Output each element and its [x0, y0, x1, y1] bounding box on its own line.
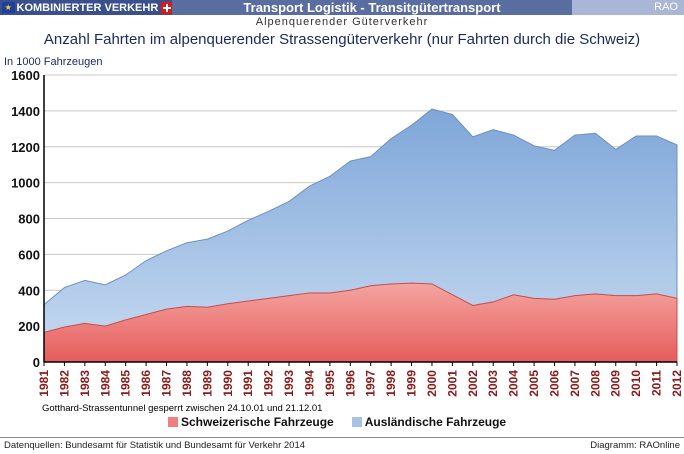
- x-tick-label: 2010: [629, 370, 643, 397]
- x-tick-label: 2009: [609, 370, 623, 397]
- page-subtitle: Alpenquerender Güterverkehr: [255, 16, 429, 28]
- footer-credit: Diagramm: RAOnline: [590, 440, 680, 451]
- x-tick-label: 2008: [588, 370, 602, 397]
- y-tick-label: 0: [33, 355, 40, 370]
- x-tick-label: 1985: [119, 370, 133, 397]
- x-tick-label: 2004: [507, 370, 521, 397]
- chart-title: Anzahl Fahrten im alpenquerender Strasse…: [43, 31, 641, 48]
- brand-label: KOMBINIERTER VERKEHR: [16, 1, 159, 14]
- x-tick-label: 1998: [384, 370, 398, 397]
- x-tick-label: 1990: [221, 370, 235, 397]
- legend-label-swiss: Schweizerische Fahrzeuge: [181, 415, 334, 429]
- x-tick-label: 1992: [262, 370, 276, 397]
- header-right-link[interactable]: RAO: [572, 0, 684, 15]
- top-bar: ★ KOMBINIERTER VERKEHR Transport Logisti…: [0, 0, 684, 15]
- swiss-flag-icon: [161, 1, 172, 14]
- legend-swatch-foreign: [351, 417, 362, 427]
- x-tick-label: 2005: [527, 370, 541, 397]
- x-tick-label: 2006: [547, 370, 561, 397]
- legend: Schweizerische Fahrzeuge Ausländische Fa…: [168, 415, 524, 429]
- x-tick-label: 1993: [282, 370, 296, 397]
- x-tick-label: 1982: [57, 370, 71, 397]
- header-title: Transport Logistik - Transitgütertranspo…: [243, 0, 501, 15]
- x-tick-label: 1988: [180, 370, 194, 397]
- x-tick-label: 2002: [466, 370, 480, 397]
- x-tick-label: 1983: [78, 370, 92, 397]
- x-tick-label: 1987: [160, 370, 174, 397]
- y-tick-label: 1400: [11, 104, 40, 119]
- y-tick-label: 1200: [11, 140, 40, 155]
- area-chart: 0 200 400 600 800 1000 1200 1400 1600 1981 1982 198…: [11, 68, 684, 397]
- x-tick-label: 1994: [302, 370, 316, 397]
- x-tick-label: 1997: [364, 370, 378, 397]
- x-tick-label: 2000: [425, 370, 439, 397]
- series-area-swiss: [43, 282, 678, 363]
- brand-box[interactable]: ★ KOMBINIERTER VERKEHR: [0, 0, 172, 15]
- x-tick-label: 1986: [139, 370, 153, 397]
- eu-flag-icon: ★: [2, 2, 15, 13]
- x-tick-label: 2001: [445, 370, 459, 397]
- footer-source: Datenquellen: Bundesamt für Statistik un…: [4, 440, 306, 451]
- legend-label-foreign: Ausländische Fahrzeuge: [364, 415, 507, 429]
- x-tick-label: 2007: [568, 370, 582, 397]
- y-tick-label: 1600: [11, 68, 40, 83]
- y-tick-label: 800: [18, 212, 40, 227]
- x-tick-label: 1989: [200, 370, 214, 397]
- x-tick-label: 1996: [343, 370, 357, 397]
- legend-item-foreign: Ausländische Fahrzeuge: [351, 415, 507, 429]
- x-tick-label: 1995: [323, 370, 337, 397]
- y-tick-label: 600: [18, 247, 40, 262]
- x-tick-label: 2003: [486, 370, 500, 397]
- y-axis-label: In 1000 Fahrzeugen: [4, 56, 103, 68]
- footer: Datenquellen: Bundesamt für Statistik un…: [0, 437, 684, 454]
- x-tick-label: 2012: [670, 370, 684, 397]
- y-tick-label: 200: [18, 319, 40, 334]
- y-tick-label: 1000: [11, 176, 40, 191]
- y-tick-label: 400: [18, 283, 40, 298]
- legend-swatch-swiss: [168, 417, 178, 427]
- annotation-note: Gotthard-Strassentunnel gesperrt zwische…: [42, 403, 323, 414]
- x-tick-label: 1999: [405, 370, 419, 397]
- x-tick-label: 1981: [37, 370, 51, 397]
- x-tick-label: 1991: [241, 370, 255, 397]
- x-tick-label: 2011: [650, 370, 664, 396]
- x-tick-label: 1984: [98, 370, 112, 397]
- legend-item-swiss: Schweizerische Fahrzeuge: [168, 415, 334, 429]
